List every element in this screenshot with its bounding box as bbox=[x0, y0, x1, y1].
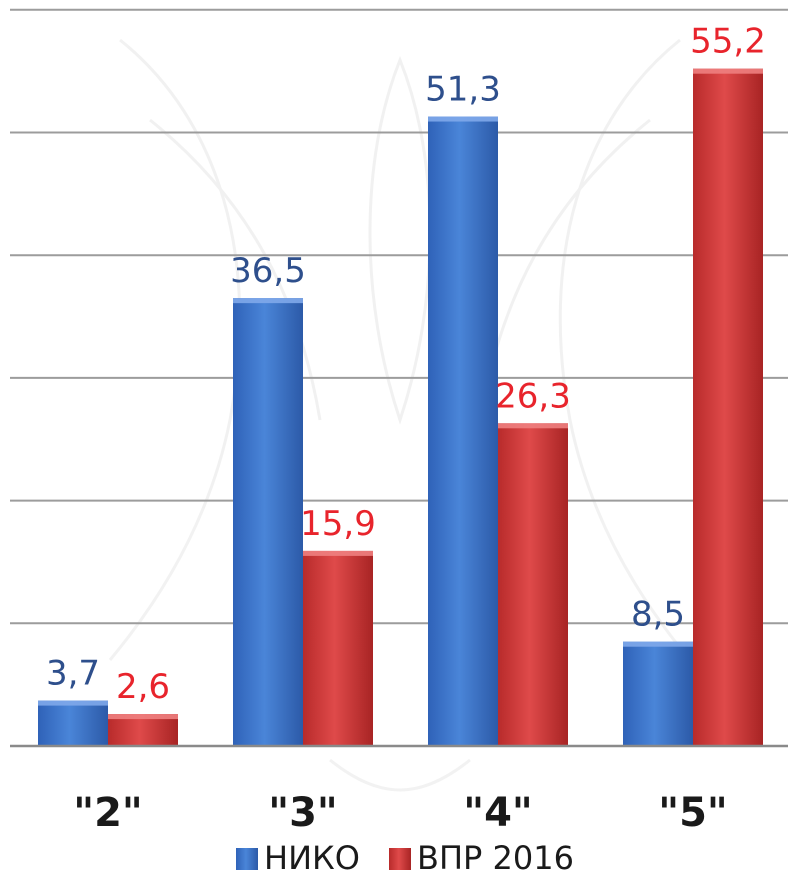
category-label-4: "4" bbox=[463, 790, 533, 836]
value-label-niko-2: 3,7 bbox=[46, 654, 100, 694]
category-labels: "2" "3" "4" "5" bbox=[73, 790, 728, 836]
bars bbox=[38, 68, 763, 747]
legend-swatch-niko bbox=[236, 848, 258, 870]
bar-vpr-3 bbox=[303, 550, 373, 746]
value-label-vpr-2: 2,6 bbox=[116, 667, 170, 707]
value-label-niko-3: 36,5 bbox=[230, 251, 306, 291]
legend-label-niko: НИКО bbox=[264, 839, 360, 877]
value-label-vpr-5: 55,2 bbox=[690, 22, 766, 62]
legend-swatch-vpr bbox=[389, 848, 411, 870]
legend-label-vpr: ВПР 2016 bbox=[417, 839, 574, 877]
background-watermark bbox=[108, 38, 692, 792]
value-label-niko-5: 8,5 bbox=[631, 595, 685, 635]
bar-niko-4 bbox=[428, 116, 498, 746]
bar-vpr-5 bbox=[693, 68, 763, 747]
bar-vpr-4 bbox=[498, 423, 568, 746]
legend: НИКО ВПР 2016 bbox=[236, 839, 574, 877]
category-label-3: "3" bbox=[268, 790, 338, 836]
gridlines bbox=[10, 8, 788, 625]
bar-niko-5 bbox=[623, 641, 693, 746]
legend-item-vpr: ВПР 2016 bbox=[389, 839, 574, 877]
bar-niko-3 bbox=[233, 298, 303, 746]
bar-niko-2 bbox=[38, 700, 108, 746]
value-label-vpr-4: 26,3 bbox=[495, 376, 571, 416]
value-label-niko-4: 51,3 bbox=[425, 70, 501, 110]
category-label-5: "5" bbox=[658, 790, 728, 836]
bar-vpr-2 bbox=[108, 714, 178, 746]
legend-item-niko: НИКО bbox=[236, 839, 360, 877]
value-label-vpr-3: 15,9 bbox=[300, 504, 376, 544]
category-label-2: "2" bbox=[73, 790, 143, 836]
value-labels: 3,7 2,6 36,5 15,9 51,3 26,3 8,5 55,2 bbox=[46, 22, 766, 707]
